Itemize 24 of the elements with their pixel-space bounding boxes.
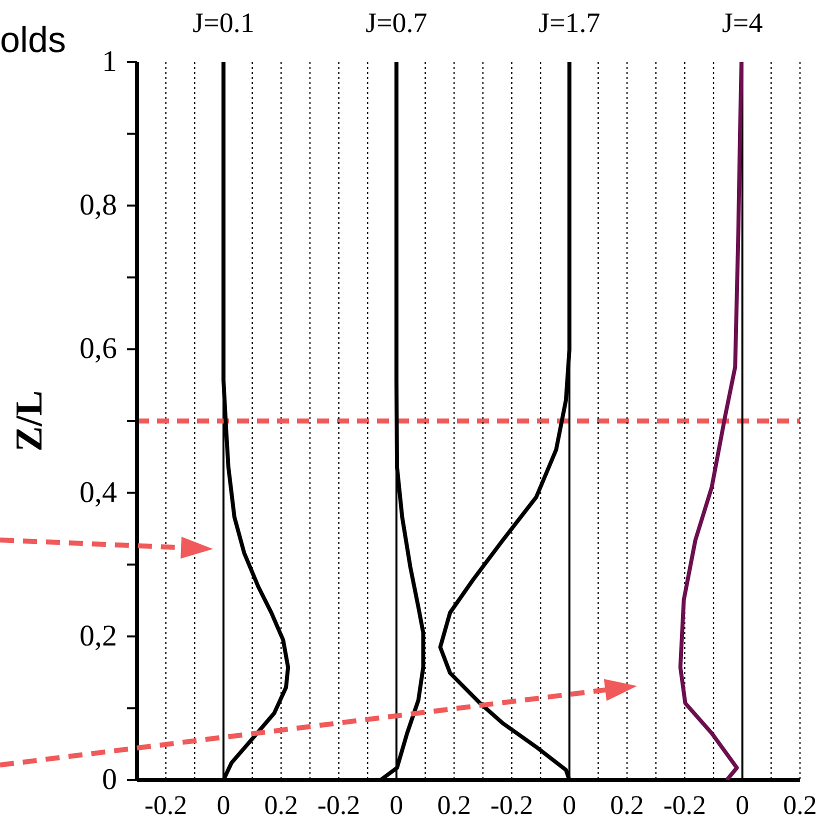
x-tick-label: 0.2 [264,790,298,820]
x-tick-label: 0.2 [437,790,471,820]
x-tick-label: 0 [390,790,404,820]
x-tick-label: 0 [736,790,750,820]
x-tick-label: -0.2 [490,790,534,820]
chart-title: J=4 [721,8,764,40]
y-tick-label: 0,4 [80,476,117,509]
x-tick-label: 0.2 [783,790,817,820]
x-tick-label: 0 [216,790,230,820]
x-tick-label: 0 [562,790,576,820]
chart-title: J=0.7 [364,8,428,40]
y-tick-label: 0,6 [80,332,117,366]
y-tick-label: 0,8 [80,188,117,222]
x-tick-label: -0.2 [317,790,360,820]
y-tick-label: 1 [102,45,117,78]
y-tick-label: 0 [102,763,117,796]
x-tick-label: -0.2 [144,790,188,820]
y-tick-label: 0,2 [80,619,117,652]
chart-title: J=0.1 [192,8,256,40]
x-tick-label: -0.2 [663,790,706,820]
x-tick-label: 0.2 [610,790,644,820]
y-axis-title: Z/L [8,390,50,452]
text: olds [0,18,66,62]
chart-title: J=1.7 [538,8,602,40]
